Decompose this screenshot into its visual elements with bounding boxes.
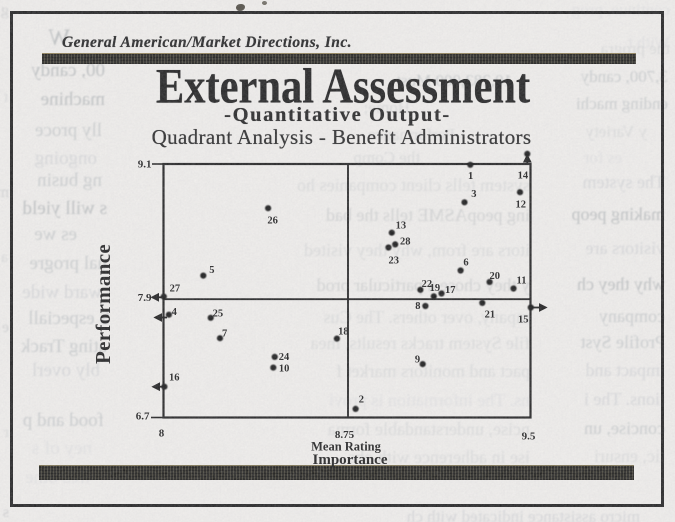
svg-text:22: 22 <box>422 279 433 290</box>
svg-text:26: 26 <box>267 216 278 227</box>
svg-text:8: 8 <box>415 301 420 312</box>
svg-text:9.1: 9.1 <box>138 159 152 171</box>
svg-text:3: 3 <box>471 189 476 200</box>
svg-text:16: 16 <box>169 373 180 384</box>
svg-text:9.5: 9.5 <box>522 431 536 443</box>
svg-text:28: 28 <box>400 236 411 247</box>
svg-text:24: 24 <box>279 352 290 363</box>
svg-text:20: 20 <box>490 271 501 282</box>
svg-text:5: 5 <box>209 265 214 276</box>
svg-text:2: 2 <box>359 394 364 405</box>
svg-text:21: 21 <box>485 309 496 320</box>
svg-text:14: 14 <box>518 171 529 182</box>
svg-text:6: 6 <box>463 258 468 269</box>
svg-text:Importance: Importance <box>313 452 388 468</box>
svg-text:7: 7 <box>222 329 227 340</box>
svg-text:23: 23 <box>389 255 400 266</box>
svg-text:10: 10 <box>279 364 290 375</box>
svg-text:11: 11 <box>517 276 527 287</box>
svg-text:Performance: Performance <box>91 244 115 364</box>
svg-text:7.9: 7.9 <box>138 292 152 304</box>
svg-text:25: 25 <box>213 309 224 320</box>
svg-text:13: 13 <box>396 220 407 231</box>
svg-text:17: 17 <box>445 285 456 296</box>
svg-text:4: 4 <box>172 307 178 318</box>
svg-text:12: 12 <box>515 200 526 211</box>
svg-text:9: 9 <box>415 354 420 365</box>
svg-text:27: 27 <box>170 283 181 294</box>
svg-text:1: 1 <box>468 171 473 182</box>
svg-text:6.7: 6.7 <box>136 411 150 423</box>
svg-text:8: 8 <box>159 428 165 440</box>
svg-text:18: 18 <box>338 326 349 337</box>
svg-text:15: 15 <box>518 314 529 325</box>
